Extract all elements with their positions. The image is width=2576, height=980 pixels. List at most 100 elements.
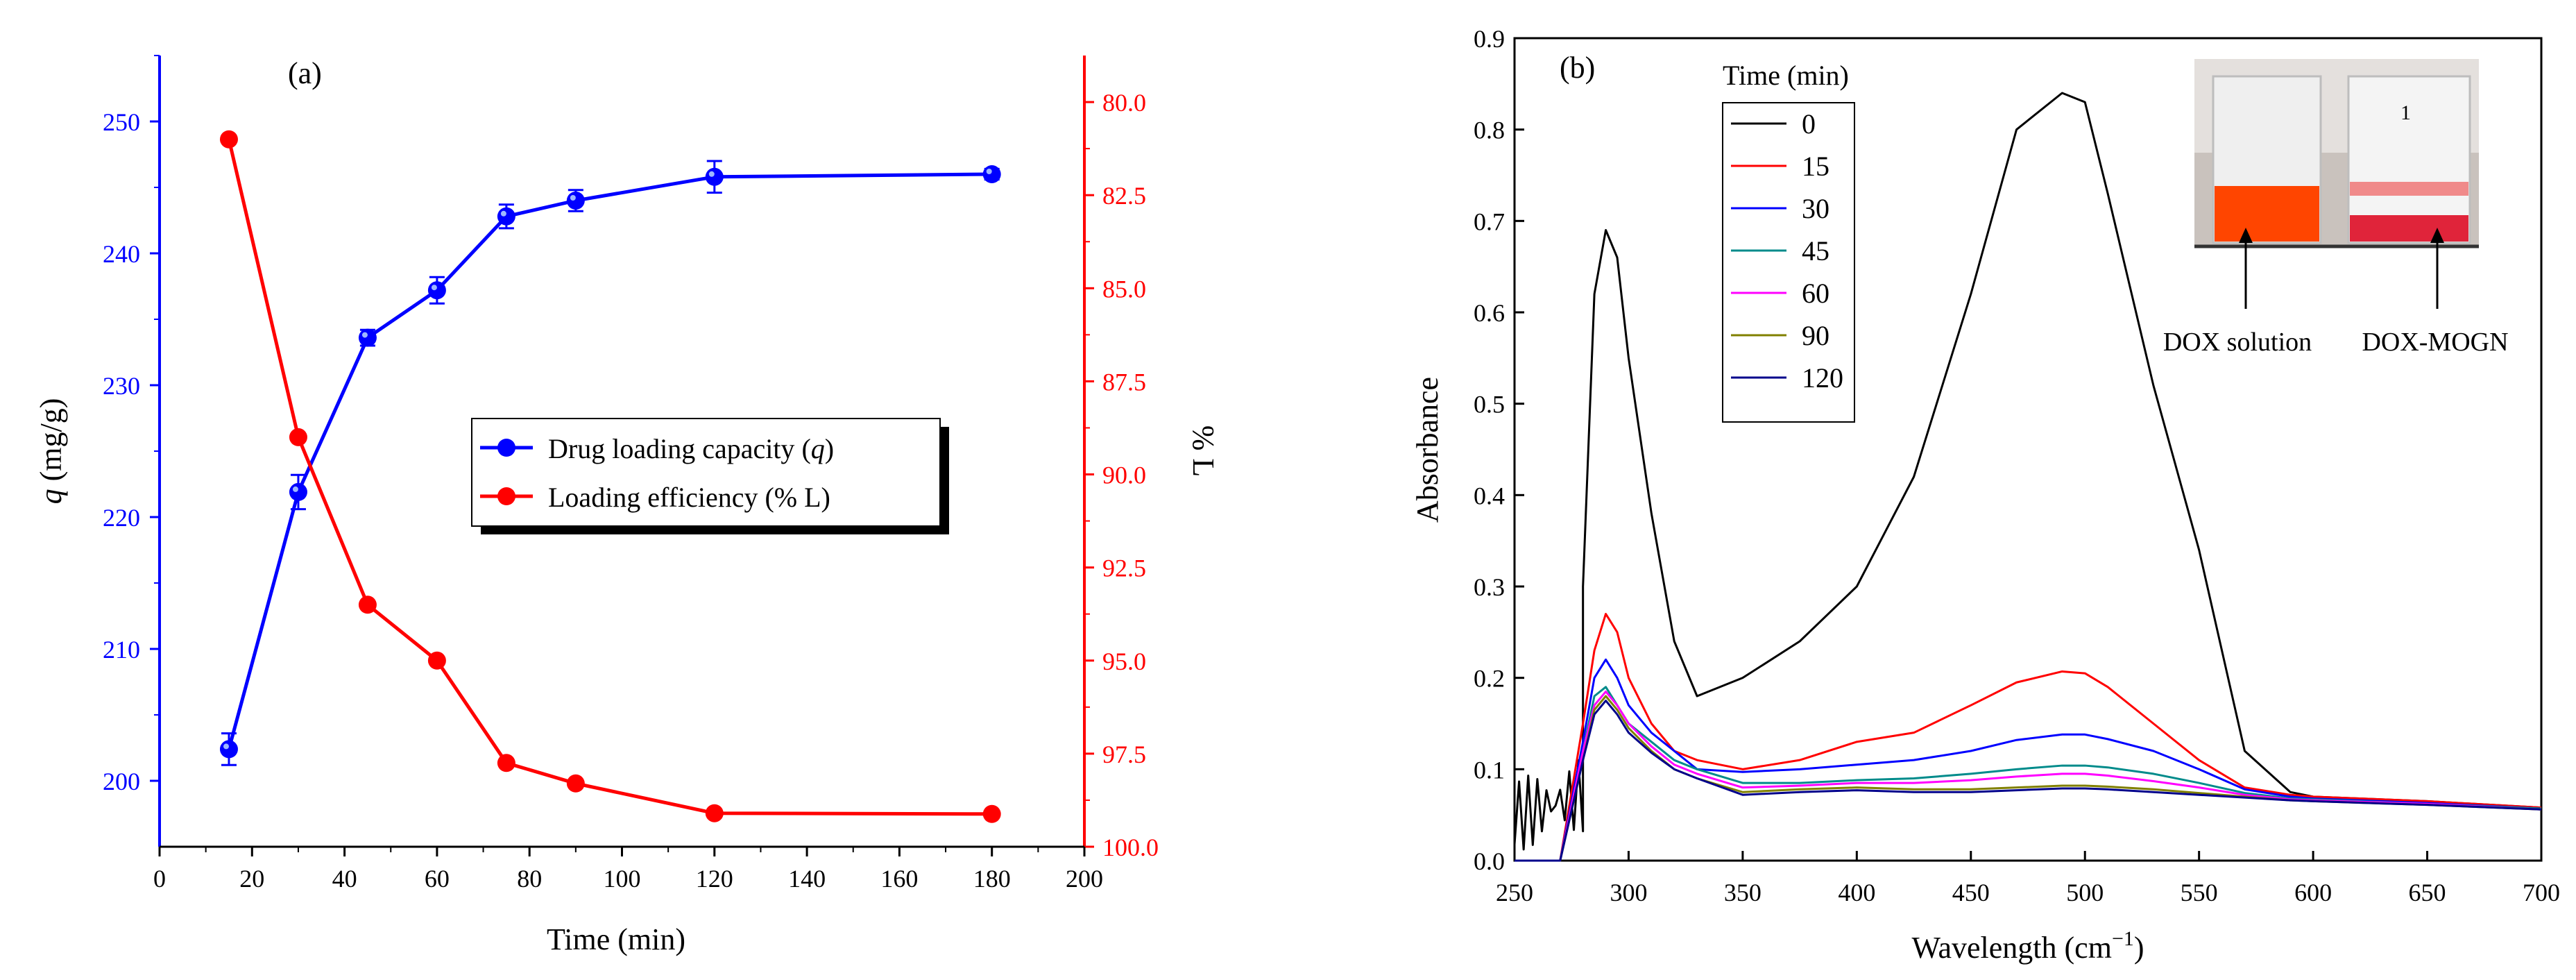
right-y-ticks: 80.0 82.5 85.0 87.5 90.0 92.5 95.0 97.5 100.0 (1084, 89, 1159, 861)
y-axis-title: Absorbance (1410, 377, 1444, 523)
series-line-1 (227, 139, 992, 816)
x-tick-label: 40 (332, 865, 357, 893)
left-tick-label: 250 (103, 108, 140, 136)
data-point (705, 804, 724, 822)
y-tick-label: 0.4 (1474, 482, 1505, 509)
data-point (566, 774, 585, 793)
x-ticks: 0 20 40 60 80 100 120 140 160 180 200 (153, 847, 1103, 893)
spectra-group (1513, 92, 2542, 862)
panel-b-chart: 0.00.10.20.30.40.50.60.70.80.9 250 300 350… (1410, 25, 2560, 965)
x-tick-label: 450 (1952, 879, 1990, 906)
legend-label-q-text: Drug loading capacity (548, 433, 794, 464)
right-tick-label: 97.5 (1102, 741, 1146, 768)
x-axis-title-sup: −1 (2112, 927, 2134, 950)
right-tick-label: 80.0 (1102, 89, 1146, 117)
panel-label-b-text: (b) (1560, 51, 1595, 85)
right-tick-label: 95.0 (1102, 648, 1146, 675)
y-tick-label: 0.5 (1474, 391, 1505, 419)
left-y-axis-title-italic: q (34, 489, 68, 504)
y-tick-label: 0.8 (1474, 117, 1505, 144)
y-ticks: 0.0 0.1 0.2 0.3 0.4 0.5 0.6 0.7 0.8 0.9 (1474, 25, 1524, 875)
x-tick-label: 60 (425, 865, 450, 893)
point-highlight (223, 743, 229, 750)
data-point (982, 804, 1001, 823)
y-tick-label: 0.6 (1474, 299, 1505, 327)
left-tick-label: 200 (103, 768, 140, 795)
right-tick-label: 90.0 (1102, 462, 1146, 489)
series-group (219, 130, 1001, 823)
legend-label-90: 90 (1802, 320, 1829, 351)
legend-items: 0 15 30 45 60 90 120 (1731, 108, 1843, 394)
right-y-axis-title: % L (1186, 425, 1220, 478)
data-point (982, 165, 1001, 183)
legend-label-0: 0 (1802, 108, 1816, 140)
x-tick-label: 180 (973, 865, 1011, 893)
legend-box (1722, 102, 1855, 423)
spectrum-line-30 (1515, 658, 2542, 862)
legend-label-15: 15 (1802, 151, 1829, 182)
y-tick-label: 0.0 (1474, 847, 1505, 875)
spectrum-line-0 (1513, 92, 2542, 851)
beaker-right (2347, 75, 2471, 244)
x-tick-label: 650 (2409, 879, 2446, 906)
dox-mogn-upper-band (2350, 182, 2468, 196)
point-highlight (570, 195, 576, 201)
right-tick-label: 85.0 (1102, 275, 1146, 303)
legend-label-L: Loading efficiency (% L) (548, 482, 830, 513)
photo-label-dox-mogn: DOX-MOGN (2362, 328, 2508, 357)
legend-label-30: 30 (1802, 193, 1829, 224)
x-tick-label: 80 (517, 865, 542, 893)
spectrum-line-45 (1515, 686, 2542, 862)
data-point (427, 281, 446, 300)
legend-marker-q (497, 439, 515, 457)
right-tick-label: 82.5 (1102, 182, 1146, 210)
legend-label-q: Drug loading capacity (q) (548, 433, 834, 464)
x-ticks: 250 300 350 400 450 500 550 600 650 700 (1496, 851, 2560, 906)
data-point (219, 740, 238, 759)
x-axis-title: Wavelength (cm−1) (1911, 927, 2144, 965)
left-tick-label: 210 (103, 636, 140, 664)
y-tick-label: 0.3 (1474, 573, 1505, 601)
x-tick-label: 700 (2523, 879, 2560, 906)
x-tick-label: 500 (2066, 879, 2104, 906)
x-tick-label: 200 (1066, 865, 1103, 893)
point-highlight (292, 486, 298, 492)
data-point (427, 651, 446, 670)
data-point (566, 192, 585, 210)
data-point (219, 130, 238, 149)
right-tick-label: 100.0 (1102, 834, 1159, 861)
x-tick-label: 600 (2294, 879, 2332, 906)
spectrum-line-15 (1515, 613, 2542, 862)
y-tick-label: 0.2 (1474, 665, 1505, 693)
point-highlight (431, 285, 437, 291)
data-point (289, 482, 307, 501)
dox-mogn-liquid (2350, 215, 2468, 242)
x-tick-label: 300 (1610, 879, 1647, 906)
data-point (358, 328, 377, 347)
point-highlight (500, 210, 506, 217)
data-point (497, 207, 515, 226)
panel-label-a: (a) (288, 56, 322, 90)
x-tick-label: 0 (153, 865, 166, 893)
legend-label-120: 120 (1802, 362, 1843, 394)
x-tick-label: 160 (880, 865, 918, 893)
x-tick-label: 250 (1496, 879, 1533, 906)
point-highlight (361, 332, 368, 338)
spectrum-line-120 (1515, 700, 2542, 862)
data-point (289, 428, 307, 446)
point-highlight (708, 171, 715, 177)
left-y-ticks: 200 210 220 230 240 250 (103, 55, 160, 795)
data-point (497, 754, 515, 772)
legend-label-60: 60 (1802, 278, 1829, 309)
legend: Drug loading capacity (q) Loading effici… (471, 418, 949, 534)
x-tick-label: 120 (696, 865, 733, 893)
x-axis-title-end: ) (2134, 931, 2144, 965)
dox-solution-liquid (2215, 186, 2319, 242)
arrow-left-head (2239, 228, 2253, 243)
legend-marker-L (497, 487, 515, 505)
data-point (358, 595, 377, 614)
legend-box (471, 418, 941, 527)
arrow-right-head (2430, 228, 2444, 243)
